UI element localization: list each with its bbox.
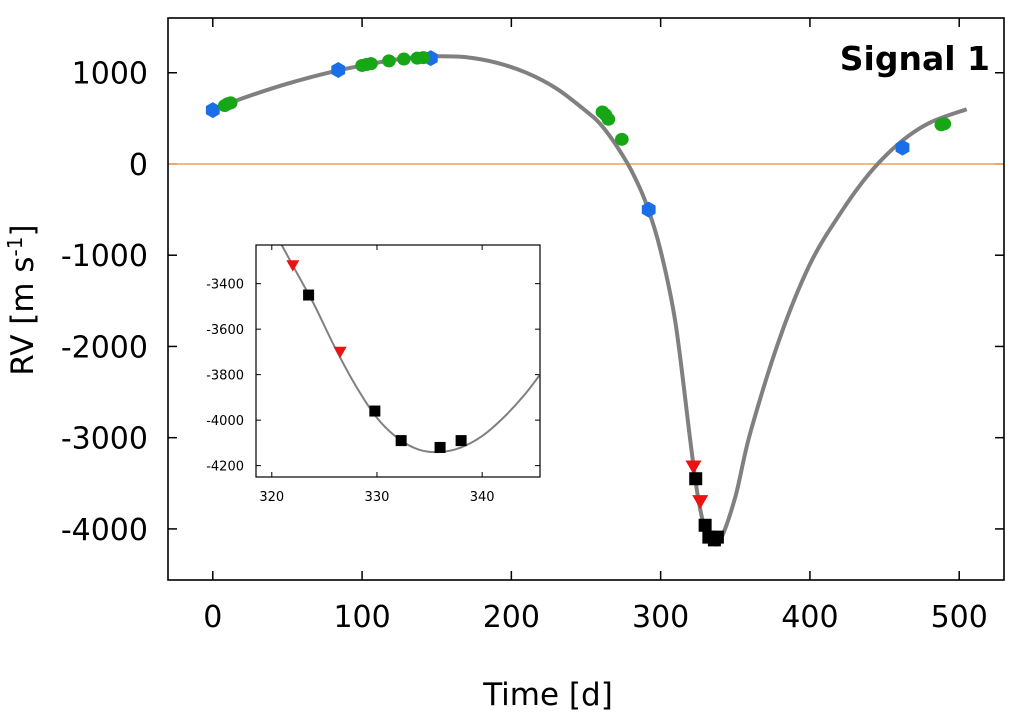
y-tick-label: -4000 xyxy=(61,513,148,548)
inset-model-curve xyxy=(280,245,540,454)
x-tick-label: 330 xyxy=(365,490,390,505)
inset-plot-frame xyxy=(255,244,541,478)
main-x-tick-labels: 0 100 200 300 400 500 xyxy=(203,600,988,635)
green-point xyxy=(615,132,629,146)
blue-point xyxy=(895,139,910,156)
main-data-points xyxy=(205,50,952,547)
green-point xyxy=(364,57,378,71)
green-point xyxy=(397,52,411,66)
inset-y-tick-labels: -3400 -3600 -3800 -4000 -4200 xyxy=(206,278,244,475)
x-tick-label: 400 xyxy=(781,600,838,635)
panel-label: Signal 1 xyxy=(840,39,990,78)
x-tick-label: 100 xyxy=(333,600,390,635)
y-axis-title: RV [m s-1] xyxy=(3,224,41,375)
y-axis-title-base: RV [m s xyxy=(5,256,41,375)
black-point xyxy=(689,472,703,486)
black-point xyxy=(369,405,381,417)
red-point xyxy=(685,460,702,475)
black-point xyxy=(395,435,407,447)
green-point xyxy=(223,96,238,110)
black-point xyxy=(455,435,467,447)
x-tick-label: 500 xyxy=(931,600,988,635)
y-tick-label: -2000 xyxy=(61,330,148,365)
y-axis-title-superscript: -1 xyxy=(3,236,27,256)
inset-data-points xyxy=(286,260,467,453)
y-axis-title-close: ] xyxy=(5,224,41,236)
green-point xyxy=(601,112,616,126)
y-tick-label: 1000 xyxy=(72,57,148,92)
green-point xyxy=(382,54,396,68)
y-tick-label: -4200 xyxy=(206,460,244,475)
blue-point xyxy=(331,62,346,78)
red-point xyxy=(333,346,347,359)
y-tick-label: -3800 xyxy=(206,369,244,384)
green-point xyxy=(416,51,431,65)
x-tick-label: 200 xyxy=(483,600,540,635)
x-tick-label: 0 xyxy=(203,600,222,635)
inset-axis-ticks xyxy=(256,245,540,477)
black-point xyxy=(303,289,315,301)
black-point xyxy=(710,530,724,544)
main-axis-ticks xyxy=(168,18,1004,580)
black-point xyxy=(434,441,446,453)
x-axis-title: Time [d] xyxy=(482,677,613,713)
red-point xyxy=(286,260,300,272)
x-tick-label: 340 xyxy=(470,490,495,505)
y-tick-label: 0 xyxy=(129,148,148,183)
green-point xyxy=(937,117,952,131)
x-tick-label: 300 xyxy=(632,600,689,635)
black-point xyxy=(698,518,712,532)
blue-point xyxy=(641,201,656,218)
y-tick-label: -1000 xyxy=(61,239,148,274)
red-point xyxy=(692,495,709,510)
y-tick-label: -3400 xyxy=(206,278,244,293)
main-plot-frame xyxy=(167,17,1005,581)
y-tick-label: -4000 xyxy=(206,414,244,429)
inset-x-tick-labels: 320 330 340 xyxy=(259,490,494,505)
blue-point xyxy=(205,102,220,119)
main-y-tick-labels: 1000 0 -1000 -2000 -3000 -4000 xyxy=(61,57,148,548)
y-tick-label: -3000 xyxy=(61,422,148,457)
y-tick-label: -3600 xyxy=(206,323,244,338)
x-tick-label: 320 xyxy=(259,490,284,505)
